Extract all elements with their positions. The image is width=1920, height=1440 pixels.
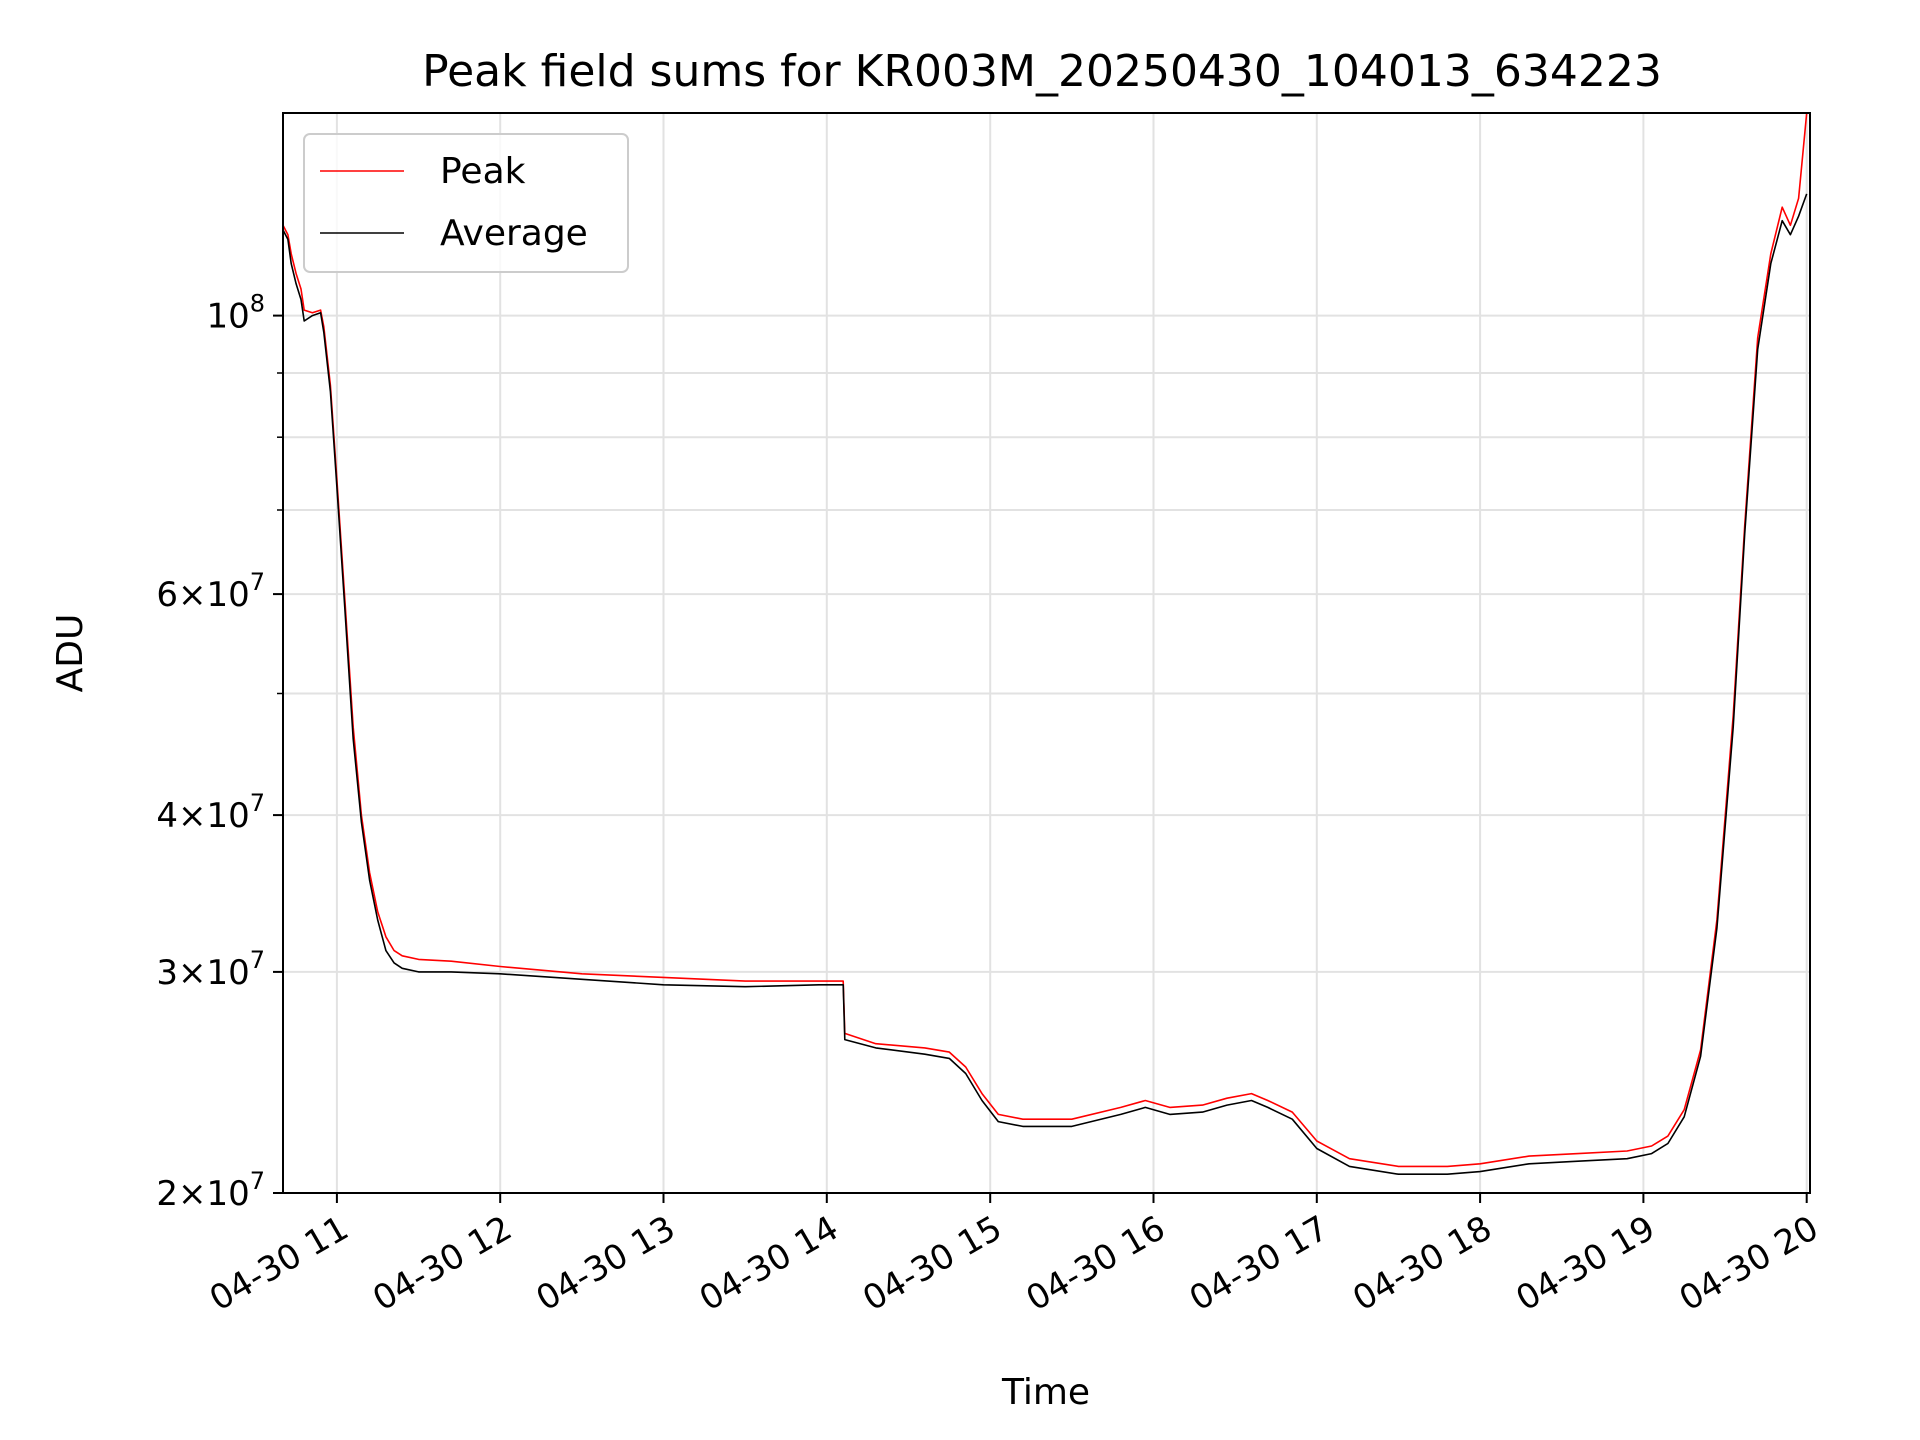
legend-label-average: Average bbox=[440, 213, 588, 254]
y-axis: 108 6×107 4×107 3×107 2×107 bbox=[156, 290, 283, 1214]
y-tick-label: 4×107 bbox=[156, 789, 265, 836]
y-tick-label: 108 bbox=[206, 290, 265, 337]
y-tick-label: 6×107 bbox=[156, 568, 265, 615]
legend-box bbox=[303, 133, 629, 273]
series-layer bbox=[283, 113, 1808, 1175]
y-axis-label: ADU bbox=[50, 614, 91, 693]
legend-label-peak: Peak bbox=[440, 151, 526, 192]
x-axis-label: Time bbox=[1001, 1372, 1090, 1413]
y-tick-label: 2×107 bbox=[156, 1167, 265, 1214]
series-line-average bbox=[283, 193, 1808, 1175]
chart-title: Peak field sums for KR003M_20250430_1040… bbox=[422, 46, 1662, 97]
plot-frame bbox=[282, 112, 1811, 1194]
y-tick-label: 3×107 bbox=[156, 946, 265, 993]
legend: Peak Average bbox=[303, 133, 629, 273]
